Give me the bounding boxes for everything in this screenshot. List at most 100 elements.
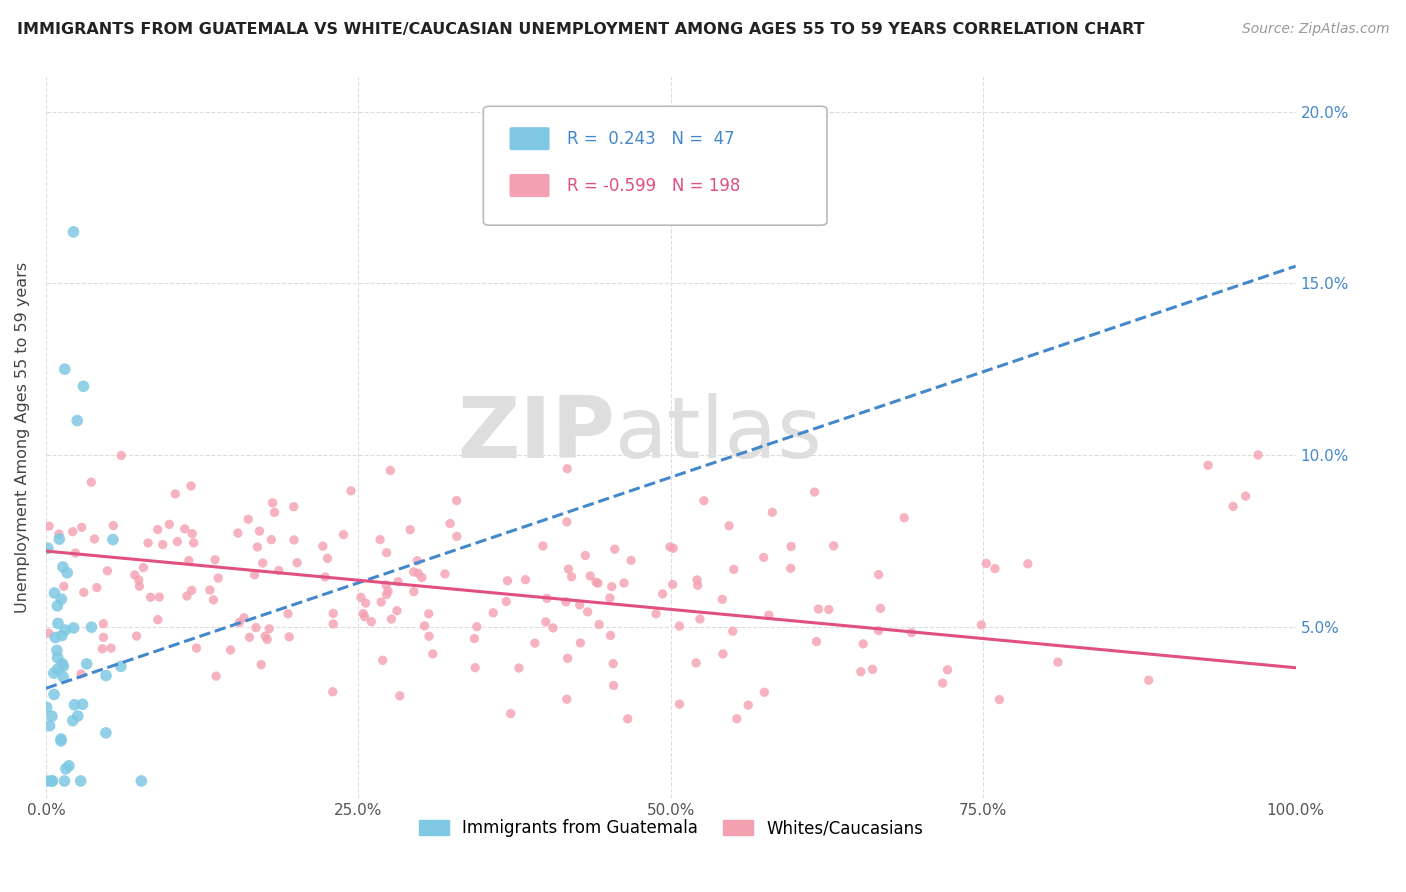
Point [63,698,86,712]
Point [385,604,408,618]
Point [340,483,363,498]
Point [80,475,103,490]
Point [659,540,682,554]
Point [52,560,75,574]
Point [411,570,433,584]
Point [73,585,96,599]
Text: atlas: atlas [614,392,823,475]
Point [406,554,429,568]
Point [817,602,839,616]
Point [44,586,66,600]
Point [38,519,60,533]
Point [555,595,578,609]
Point [245,621,267,635]
Point [66,414,89,428]
Point [41,774,63,789]
Point [931,676,953,690]
Point [439,516,461,531]
Point [53,362,76,376]
Point [446,493,468,508]
Point [803,485,825,500]
Point [780,540,803,554]
Point [555,692,578,706]
Point [52,659,75,673]
Point [93,631,115,645]
Point [260,533,283,547]
Point [76,657,98,671]
Point [96,564,118,578]
Point [93,616,115,631]
Point [51,592,73,607]
Point [202,592,225,607]
Point [42,666,65,681]
Point [900,625,922,640]
FancyBboxPatch shape [484,106,827,225]
Point [402,584,425,599]
Point [1137,673,1160,688]
Point [737,698,759,712]
Point [536,591,558,606]
Point [807,602,830,616]
Point [508,661,530,675]
Point [283,500,305,514]
Point [402,565,425,579]
Point [360,615,382,629]
Point [531,539,554,553]
Point [579,569,602,583]
Text: R =  0.243   N =  47: R = 0.243 N = 47 [567,129,735,148]
Point [72,698,94,712]
Point [157,517,180,532]
Point [569,636,592,650]
Point [101,533,124,547]
Point [41,709,63,723]
Point [238,512,260,526]
Point [91,641,114,656]
Point [186,641,208,656]
Point [277,607,299,621]
Point [463,632,485,646]
Point [58,759,80,773]
Point [146,523,169,537]
Text: Source: ZipAtlas.com: Source: ZipAtlas.com [1241,22,1389,37]
Point [541,621,564,635]
Point [868,624,890,638]
Point [352,607,374,621]
Point [94,668,117,682]
Point [534,615,557,629]
Text: ZIP: ZIP [457,392,614,475]
Point [219,643,242,657]
Point [263,505,285,519]
Point [600,580,623,594]
Point [602,679,624,693]
Point [62,621,84,635]
Point [613,576,636,591]
Point [322,685,344,699]
Point [238,630,260,644]
Point [686,578,709,592]
Point [46,599,69,613]
Point [49,734,72,748]
Point [51,629,73,643]
Point [603,542,626,557]
Point [183,536,205,550]
Point [176,589,198,603]
Point [83,532,105,546]
Point [226,526,249,541]
Point [322,607,344,621]
Point [177,553,200,567]
Point [380,612,402,626]
Point [38,719,60,733]
Point [250,657,273,672]
Point [180,583,202,598]
Point [55,762,77,776]
Point [62,714,84,728]
Point [1234,489,1257,503]
Point [499,706,522,721]
Point [465,620,488,634]
Point [433,566,456,581]
Point [661,577,683,591]
Point [752,550,775,565]
Text: IMMIGRANTS FROM GUATEMALA VS WHITE/CAUCASIAN UNEMPLOYMENT AMONG AGES 55 TO 59 YE: IMMIGRANTS FROM GUATEMALA VS WHITE/CAUCA… [17,22,1144,37]
Point [103,518,125,533]
Point [257,622,280,636]
